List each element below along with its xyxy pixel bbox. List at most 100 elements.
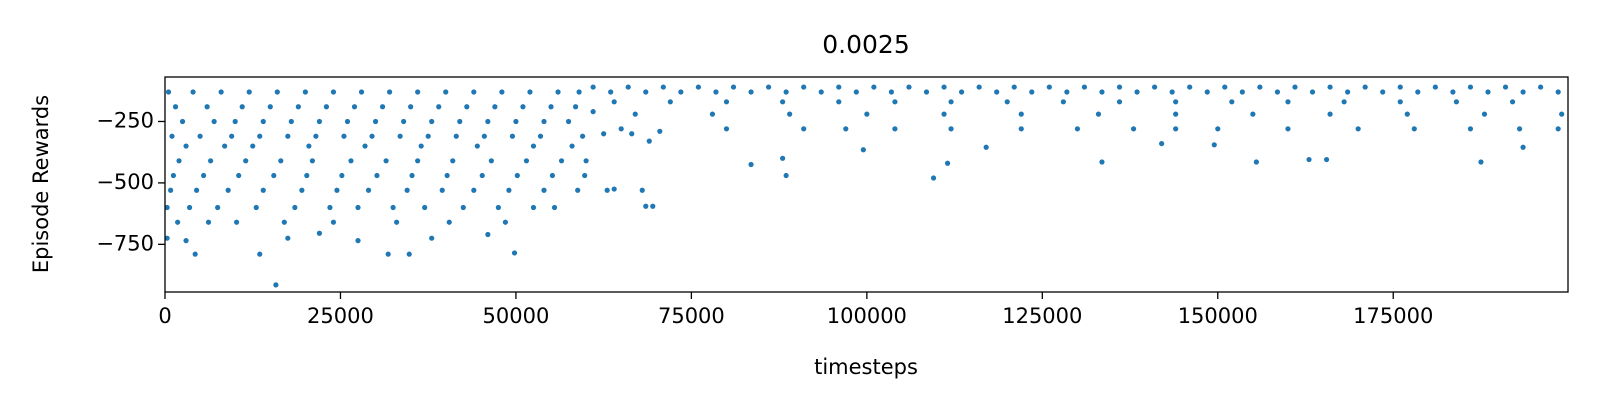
point — [1018, 126, 1024, 132]
point — [590, 84, 596, 90]
point — [415, 158, 421, 164]
point — [1341, 99, 1347, 105]
point — [513, 118, 519, 125]
point — [313, 133, 319, 139]
point — [582, 172, 588, 179]
point — [944, 160, 951, 166]
point — [457, 118, 463, 125]
y-tick-label: −250 — [96, 108, 154, 132]
point — [1538, 84, 1544, 90]
point — [372, 118, 379, 125]
point — [558, 158, 565, 164]
point — [580, 133, 586, 139]
point — [502, 219, 508, 225]
point — [1095, 111, 1102, 117]
y-tick-label: −500 — [96, 170, 154, 194]
point — [1253, 159, 1259, 165]
point — [474, 143, 480, 149]
point — [1355, 126, 1361, 132]
point — [358, 89, 365, 95]
point — [386, 89, 393, 95]
point — [267, 104, 273, 110]
point — [1478, 159, 1484, 165]
point — [211, 118, 217, 125]
point — [1173, 99, 1179, 105]
point — [192, 251, 198, 257]
point — [1292, 84, 1298, 90]
point — [339, 172, 345, 179]
point — [385, 251, 391, 257]
point — [530, 143, 537, 149]
point — [479, 172, 485, 179]
point — [243, 158, 249, 164]
point — [285, 133, 291, 139]
point — [183, 143, 189, 149]
point — [730, 84, 737, 90]
point — [222, 143, 228, 149]
point — [450, 158, 456, 164]
point — [1116, 99, 1123, 105]
point — [1152, 84, 1158, 90]
point — [583, 158, 589, 164]
point — [836, 99, 842, 105]
point — [404, 187, 410, 193]
point — [201, 172, 207, 179]
point — [233, 219, 240, 225]
point — [281, 219, 287, 225]
point — [667, 99, 673, 105]
point — [994, 89, 1000, 95]
point — [723, 126, 730, 132]
point — [948, 99, 954, 105]
x-tick-label: 175000 — [1353, 304, 1433, 328]
point — [650, 203, 656, 209]
point — [406, 251, 412, 257]
point — [253, 204, 259, 211]
point — [1327, 84, 1333, 90]
point — [959, 89, 965, 95]
point — [1116, 84, 1123, 90]
point — [273, 282, 279, 288]
point — [190, 89, 196, 95]
point — [488, 158, 494, 164]
point — [499, 89, 505, 95]
point — [801, 126, 807, 132]
point — [530, 204, 537, 211]
point — [643, 89, 649, 95]
point — [1074, 126, 1081, 132]
point — [941, 111, 947, 117]
point — [818, 89, 824, 95]
point — [471, 187, 477, 193]
point — [1211, 142, 1217, 148]
point — [1481, 111, 1488, 117]
point — [1099, 159, 1105, 165]
point — [1520, 144, 1526, 150]
point — [168, 187, 174, 193]
point — [1555, 89, 1561, 95]
point — [695, 84, 702, 90]
point — [369, 133, 375, 139]
point — [390, 204, 396, 211]
point — [492, 104, 498, 110]
point — [748, 89, 754, 95]
point — [541, 187, 547, 193]
point — [976, 84, 982, 90]
point — [765, 84, 772, 90]
point — [383, 158, 389, 164]
point — [495, 204, 501, 211]
point — [351, 104, 358, 110]
point — [1060, 99, 1066, 105]
point — [309, 158, 315, 164]
plot-frame — [164, 76, 1569, 293]
point — [892, 99, 898, 105]
point — [176, 158, 182, 164]
point — [1011, 84, 1017, 90]
point — [236, 172, 242, 179]
point — [186, 204, 193, 211]
point — [930, 175, 937, 181]
x-tick-label: 75000 — [658, 304, 725, 328]
point — [429, 118, 435, 125]
point — [288, 118, 294, 125]
point — [330, 219, 337, 225]
point — [295, 104, 301, 110]
point — [1018, 111, 1024, 117]
